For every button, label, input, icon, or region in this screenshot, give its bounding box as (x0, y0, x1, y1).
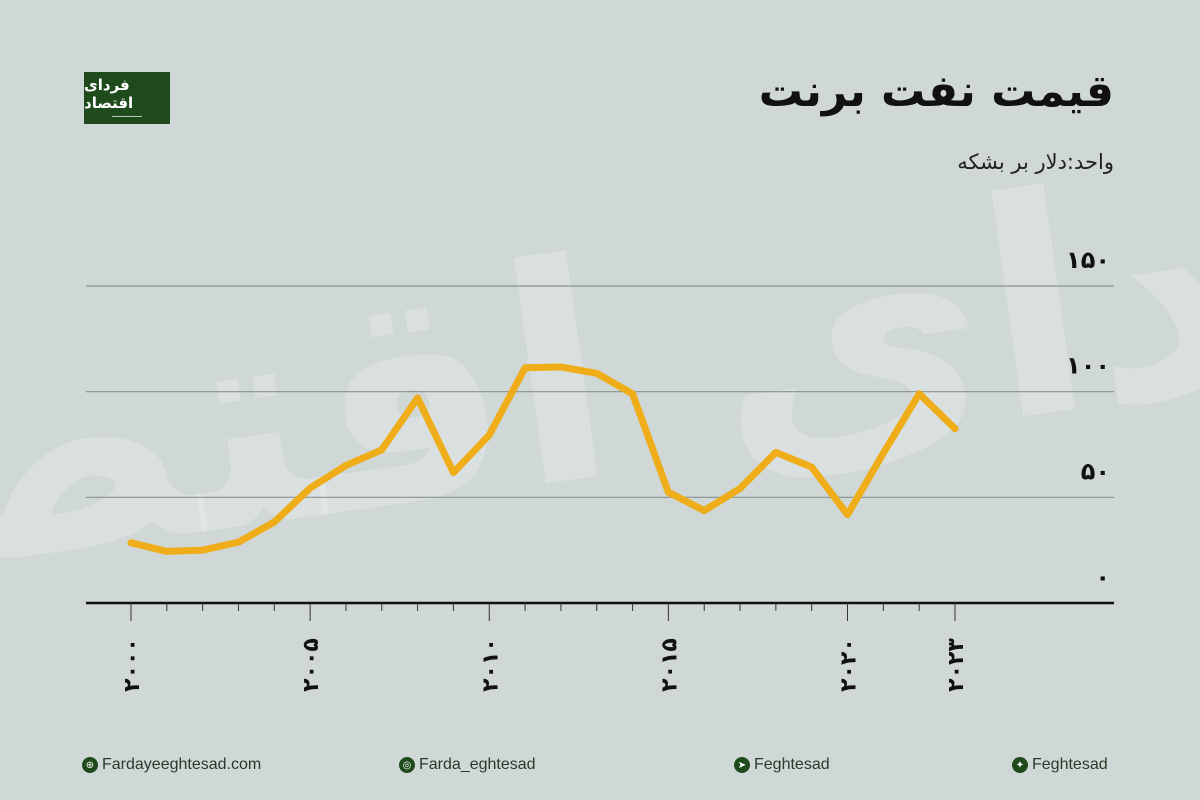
footer-text: Farda_eghtesad (419, 756, 536, 773)
data-point (629, 390, 636, 397)
instagram-icon: ◎ (399, 757, 415, 773)
logo-text: فردای اقتصاد (84, 76, 134, 112)
footer-text: Feghtesad (1032, 756, 1108, 773)
data-point (916, 390, 923, 397)
y-tick-label: ۵۰ (1081, 457, 1110, 485)
data-point (271, 519, 278, 526)
data-point (880, 450, 887, 457)
footer-telegram[interactable]: ➤ Feghtesad (734, 756, 830, 774)
logo-tagline: ━━━━━━━━━━ (111, 114, 143, 120)
data-point (557, 363, 564, 370)
data-point (772, 449, 779, 456)
footer-twitter[interactable]: ✦ Feghtesad (1012, 756, 1108, 774)
data-point (952, 425, 958, 432)
data-point (486, 431, 493, 438)
data-point (808, 464, 815, 471)
x-tick-label: ۲۰۲۰ (837, 638, 862, 692)
x-tick-label: ۲۰۰۰ (120, 638, 145, 692)
twitter-icon: ✦ (1012, 757, 1028, 773)
data-point (378, 446, 385, 453)
x-tick-label: ۲۰۲۳ (944, 638, 969, 692)
data-point (844, 511, 851, 518)
telegram-icon: ➤ (734, 757, 750, 773)
data-point (665, 489, 672, 496)
y-tick-label: ۱۰۰ (1066, 352, 1110, 380)
x-tick-label: ۲۰۰۵ (299, 638, 324, 692)
x-tick-label: ۲۰۱۰ (478, 638, 503, 692)
data-point (128, 539, 134, 546)
y-tick-label: ۱۵۰ (1066, 246, 1110, 274)
x-tick-label: ۲۰۱۵ (657, 638, 682, 692)
data-point (593, 370, 600, 377)
data-point (199, 547, 206, 554)
data-point (163, 548, 170, 555)
price-line (127, 363, 959, 555)
y-tick-label: ۰ (1095, 563, 1110, 591)
data-point (701, 507, 708, 514)
chart-subtitle: واحد:دلار بر بشکه (957, 150, 1114, 174)
data-point (342, 462, 349, 469)
logo: فردای اقتصاد ━━━━━━━━━━ (84, 72, 170, 124)
chart-title: قیمت نفت برنت (758, 66, 1114, 117)
footer-text: Fardayeeghtesad.com (102, 756, 262, 773)
data-point (235, 539, 242, 546)
footer-website[interactable]: ⊕ Fardayeeghtesad.com (82, 756, 261, 774)
data-point (450, 469, 457, 476)
data-point (522, 364, 529, 371)
watermark: فردای اقتصاد (0, 55, 1200, 683)
globe-icon: ⊕ (82, 757, 98, 773)
footer-text: Feghtesad (754, 756, 830, 773)
data-point (307, 485, 314, 492)
footer-instagram[interactable]: ◎ Farda_eghtesad (399, 756, 536, 774)
data-point (414, 395, 421, 402)
data-point (737, 485, 744, 492)
